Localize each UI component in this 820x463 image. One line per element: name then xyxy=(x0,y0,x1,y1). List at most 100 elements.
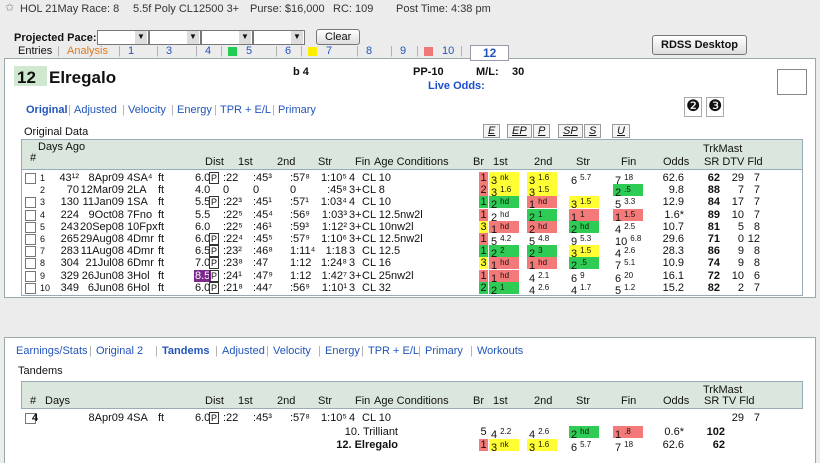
track: 2LA xyxy=(127,184,147,197)
icon[interactable]: ❸ xyxy=(706,97,725,117)
post: 5 xyxy=(480,426,487,438)
tab[interactable]: 10 xyxy=(442,45,455,57)
bottom-tab[interactable]: Energy xyxy=(325,345,360,357)
desktop-button[interactable]: RDSS Desktop xyxy=(652,35,748,55)
days-since: 9 xyxy=(737,245,744,258)
column-header: # xyxy=(30,395,37,407)
subtab[interactable]: Original xyxy=(26,104,68,116)
distance: 6.5 xyxy=(195,245,211,258)
distance: 5.5 xyxy=(195,208,211,221)
bottom-tab[interactable]: TPR + E/L xyxy=(368,345,420,357)
row-checkbox[interactable] xyxy=(25,246,36,258)
filter-button[interactable]: E xyxy=(483,124,501,138)
subtab[interactable]: TPR + E/L xyxy=(220,104,272,116)
row-checkbox[interactable] xyxy=(25,234,36,245)
bottom-tab[interactable]: Tandems xyxy=(162,345,210,357)
position-cell: 4 1.7 xyxy=(569,282,599,297)
filter-button[interactable]: U xyxy=(612,124,630,138)
row-checkbox[interactable] xyxy=(25,221,36,233)
days-ago: 70 xyxy=(66,184,79,197)
filter-button[interactable]: SP xyxy=(558,124,583,138)
post: 1 xyxy=(480,233,487,245)
filter-button[interactable]: S xyxy=(584,124,602,138)
tab-separator: | xyxy=(89,345,92,357)
days-ago: 43¹² xyxy=(59,172,79,184)
tab[interactable]: 7 xyxy=(326,45,333,57)
tab[interactable]: 8 xyxy=(366,45,373,57)
bottom-tab[interactable]: Adjusted xyxy=(222,345,265,357)
subtab[interactable]: Velocity xyxy=(128,104,166,116)
pace-dropdown[interactable]: ▼ xyxy=(201,30,253,45)
position: 3 xyxy=(491,442,498,454)
row-checkbox[interactable] xyxy=(25,209,36,221)
position: 4 xyxy=(529,272,536,285)
bottom-tab[interactable]: Earnings/Stats xyxy=(16,345,88,357)
filter-button[interactable]: EP xyxy=(507,124,532,138)
filter-button[interactable]: P xyxy=(533,124,551,138)
surface: ft xyxy=(158,220,165,233)
position: 3 xyxy=(491,187,498,200)
position: 5 xyxy=(529,236,536,248)
bottom-tab[interactable]: Workouts xyxy=(477,345,524,357)
pace-dropdown[interactable]: ▼ xyxy=(253,30,305,45)
row-checkbox[interactable] xyxy=(25,197,36,209)
row-checkbox[interactable] xyxy=(25,270,36,282)
track: 1SA xyxy=(127,196,148,209)
bottom-tab[interactable]: Velocity xyxy=(273,345,311,357)
column-header: 2nd xyxy=(534,156,553,168)
tab[interactable]: 3 xyxy=(166,45,173,57)
column-header: Str xyxy=(318,395,333,407)
column-header: Str xyxy=(576,395,591,407)
bottom-tab[interactable]: Original 2 xyxy=(96,345,144,357)
row-checkbox[interactable] xyxy=(25,258,36,270)
column-header: Odds xyxy=(663,156,690,168)
fraction: :23⁸ xyxy=(223,257,243,270)
conditions: CL 10nw2l xyxy=(362,220,414,233)
position-cell: 2 hd xyxy=(489,196,519,211)
pace-dropdown[interactable]: ▼ xyxy=(97,30,149,45)
final-time: 1:10⁶ xyxy=(321,233,347,245)
tab[interactable]: Analysis xyxy=(67,45,108,57)
position: 3 xyxy=(529,175,536,187)
position-cell: 10 6.8 xyxy=(613,233,643,248)
days-ago: 304 xyxy=(60,257,79,270)
tab-separator: | xyxy=(155,345,158,357)
tab[interactable]: 9 xyxy=(400,45,407,57)
subtab[interactable]: Energy xyxy=(177,104,212,116)
fraction: :22⁴ xyxy=(223,233,244,245)
field-size: 8 xyxy=(753,257,760,270)
tab[interactable]: 5 xyxy=(246,45,253,57)
margin: 2.6 xyxy=(538,282,550,292)
subtab[interactable]: Adjusted xyxy=(74,104,117,116)
age: 4 xyxy=(349,172,356,184)
fraction: :47⁹ xyxy=(253,269,274,282)
post-position: PP-10 xyxy=(413,66,444,78)
poly-box: P xyxy=(209,233,220,245)
position-cell: 5 1.2 xyxy=(613,282,643,297)
icon[interactable]: ❷ xyxy=(684,97,703,117)
clear-button[interactable]: Clear xyxy=(316,29,361,45)
surface: ft xyxy=(158,172,165,184)
row-checkbox[interactable] xyxy=(25,413,36,424)
tab[interactable]: 4 xyxy=(205,45,212,57)
position-cell: 1 hd xyxy=(489,257,519,272)
surface: ft xyxy=(158,184,165,197)
track: 4Dmr xyxy=(127,245,154,258)
column-header: # xyxy=(30,152,37,164)
row-number: 4 xyxy=(32,412,39,424)
position: 1 xyxy=(491,223,498,236)
tab-separator: | xyxy=(118,45,121,57)
field-size: 7 xyxy=(753,196,760,209)
tab[interactable]: 12 xyxy=(470,45,510,61)
row-checkbox[interactable] xyxy=(25,282,36,294)
tab[interactable]: 6 xyxy=(285,45,292,57)
subtab[interactable]: Primary xyxy=(278,104,316,116)
fraction: :47 xyxy=(253,257,269,270)
race-date: 6Jun08 xyxy=(87,281,124,294)
column-header: TrkMast xyxy=(703,143,743,155)
tab[interactable]: Entries xyxy=(18,45,53,57)
row-checkbox[interactable] xyxy=(25,173,36,184)
tab[interactable]: 1 xyxy=(128,45,135,57)
bottom-tab[interactable]: Primary xyxy=(425,345,463,357)
pace-dropdown[interactable]: ▼ xyxy=(149,30,201,45)
